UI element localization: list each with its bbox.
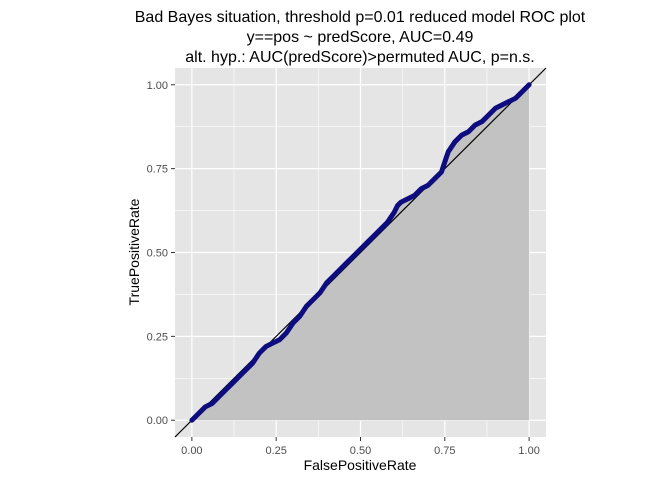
y-tick-label: 0.50 [147,248,168,260]
chart-title: Bad Bayes situation, threshold p=0.01 re… [135,9,586,66]
title-line-3: alt. hyp.: AUC(predScore)>permuted AUC, … [185,49,535,66]
x-tick-label: 0.75 [434,445,455,457]
y-tick-label: 1.00 [147,80,168,92]
x-axis-ticks: 0.00 0.25 0.50 0.75 1.00 [181,437,540,457]
title-line-2: y==pos ~ predScore, AUC=0.49 [247,29,474,46]
x-tick-label: 1.00 [518,445,539,457]
x-tick-label: 0.00 [181,445,202,457]
y-axis-ticks: 0.00 0.25 0.50 0.75 1.00 [147,80,175,427]
x-tick-label: 0.50 [350,445,371,457]
y-tick-label: 0.25 [147,331,168,343]
title-line-1: Bad Bayes situation, threshold p=0.01 re… [135,9,586,26]
roc-curve-line [189,82,532,423]
x-tick-label: 0.25 [265,445,286,457]
y-tick-label: 0.00 [147,415,168,427]
x-axis-label: FalsePositiveRate [304,457,417,473]
y-tick-label: 0.75 [147,164,168,176]
y-axis-label: TruePositiveRate [126,198,142,305]
